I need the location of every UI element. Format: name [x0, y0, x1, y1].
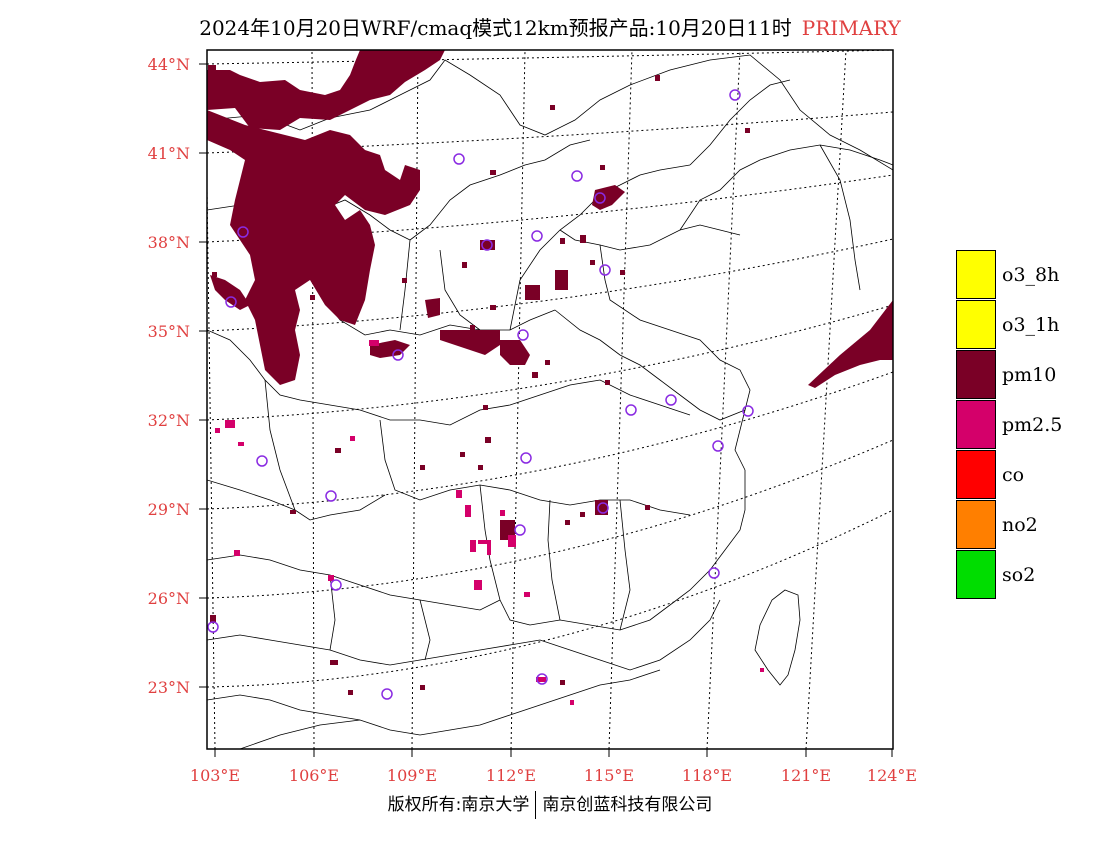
- lat-label-26: 26°N: [147, 589, 190, 608]
- lon-label-112: 112°E: [485, 766, 537, 785]
- legend-label-pm10: pm10: [1002, 364, 1057, 386]
- footer-right: 南京创蓝科技有限公司: [542, 795, 713, 815]
- lat-label-41: 41°N: [147, 144, 190, 163]
- map-title: 2024年10月20日WRF/cmaq模式12km预报产品:10月20日11时 P…: [0, 12, 1100, 41]
- lat-label-35: 35°N: [147, 322, 190, 341]
- legend-swatch-no2: [956, 500, 996, 549]
- pm25-cells: [215, 340, 764, 705]
- taiwan-outline: [754, 589, 801, 686]
- legend-label-o3-8h: o3_8h: [1002, 264, 1060, 286]
- lat-label-44: 44°N: [147, 55, 190, 74]
- copyright-footer: 版权所有:南京大学 南京创蓝科技有限公司: [0, 790, 1100, 819]
- lon-label-115: 115°E: [583, 766, 635, 785]
- legend-swatch-o3-8h: [956, 250, 996, 299]
- lon-label-121: 121°E: [780, 766, 832, 785]
- map-frame: [206, 49, 894, 750]
- lat-label-32: 32°N: [147, 411, 190, 430]
- lon-label-109: 109°E: [386, 766, 438, 785]
- lon-label-118: 118°E: [681, 766, 733, 785]
- legend-label-co: co: [1002, 464, 1025, 486]
- lat-label-23: 23°N: [147, 678, 190, 697]
- lon-label-124: 124°E: [866, 766, 918, 785]
- legend-label-o3-1h: o3_1h: [1002, 314, 1060, 336]
- lat-label-38: 38°N: [147, 233, 190, 252]
- legend-swatch-pm25: [956, 400, 996, 449]
- legend-label-no2: no2: [1002, 514, 1038, 536]
- title-tag: PRIMARY: [801, 16, 901, 40]
- lat-label-29: 29°N: [147, 500, 190, 519]
- legend-swatch-so2: [956, 550, 996, 599]
- title-main: 2024年10月20日WRF/cmaq模式12km预报产品:10月20日11时: [199, 16, 792, 40]
- legend-swatch-pm10: [956, 350, 996, 399]
- map-content: [207, 50, 893, 749]
- legend-swatch-co: [956, 450, 996, 499]
- lon-label-106: 106°E: [288, 766, 340, 785]
- footer-left: 版权所有:南京大学: [387, 795, 530, 815]
- legend-label-so2: so2: [1002, 564, 1036, 586]
- monitoring-stations: [207, 89, 754, 700]
- legend-label-pm25: pm2.5: [1002, 414, 1063, 436]
- latitude-gridlines: [207, 50, 893, 688]
- legend-swatch-o3-1h: [956, 300, 996, 349]
- pm10-regions: [207, 50, 893, 540]
- pm10-scattered-cells: [208, 65, 750, 695]
- axis-ticks: [199, 63, 893, 757]
- lon-label-103: 103°E: [189, 766, 241, 785]
- footer-separator: [535, 791, 537, 819]
